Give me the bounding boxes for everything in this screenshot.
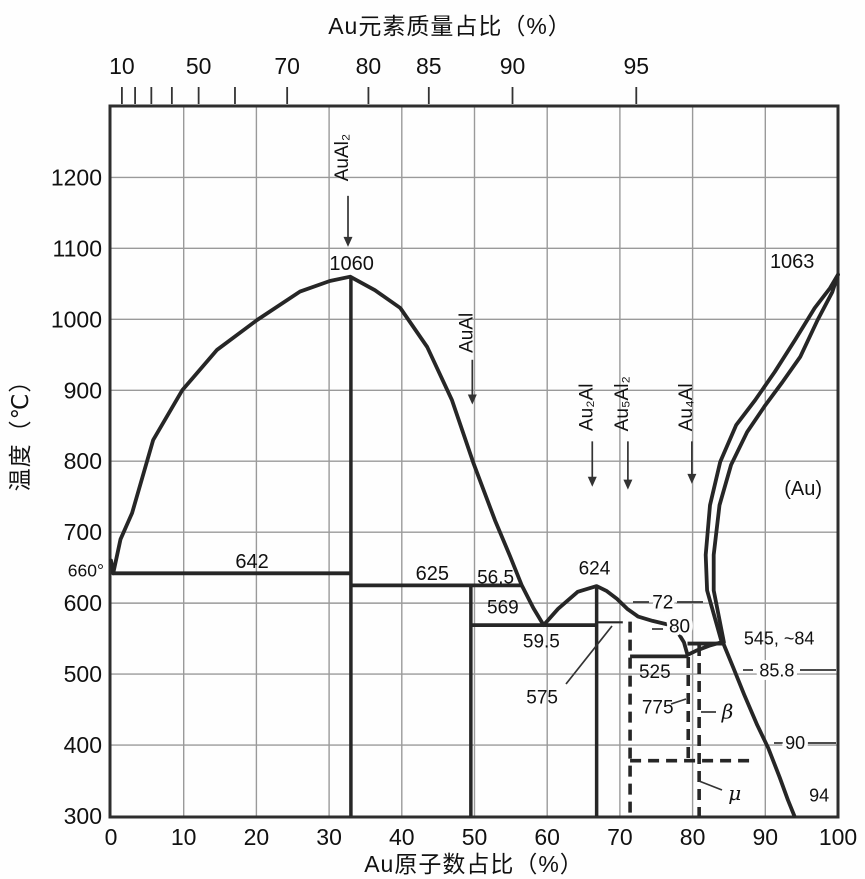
compound-label-Au₂Al: Au₂Al [576,384,597,432]
top-axis-title: Au元素质量占比（%） [328,13,572,39]
x-tick-label-50: 50 [462,824,488,850]
x-tick-label-100: 100 [819,824,857,850]
point-label-625: 625 [416,563,449,585]
point-label-624: 624 [579,558,611,579]
x-tick-label-70: 70 [607,824,633,850]
curve-au_liquidus [703,272,840,645]
top-tick-label-10: 10 [109,53,135,79]
point-label-1060: 1060 [329,253,374,275]
compound-label-AuAl: AuAl [456,313,477,353]
y-tick-label-660: 660° [68,560,104,580]
top-tick-label-90: 90 [500,53,526,79]
top-tick-label-80: 80 [356,53,382,79]
leader-line-3 [698,780,723,791]
x-tick-label-90: 90 [753,824,779,850]
top-tick-label-70: 70 [274,53,300,79]
curve-liquidus [109,274,724,657]
curve-au_solidus [711,272,840,645]
x-tick-label-60: 60 [534,824,560,850]
arrow-down-icon [687,473,697,484]
point-label-1063: 1063 [770,251,815,273]
y-tick-label-900: 900 [64,377,102,403]
point-label-775: 775 [642,697,674,718]
compound-label-AuAl₂: AuAl₂ [332,134,353,182]
x-tick-label-0: 0 [105,824,118,850]
top-tick-label-95: 95 [623,53,649,79]
x-tick-label-30: 30 [316,824,342,850]
point-label-575: 575 [526,688,558,709]
y-tick-label-1000: 1000 [51,306,102,332]
leader-line-1 [670,698,687,705]
bottom-axis-title: Au原子数占比（%） [364,851,584,877]
y-tick-label-400: 400 [64,732,102,758]
x-tick-label-80: 80 [680,824,706,850]
x-tick-label-20: 20 [244,824,270,850]
y-tick-label-700: 700 [64,519,102,545]
leader-line-0 [565,625,613,685]
y-tick-label-1100: 1100 [53,235,102,261]
point-label--Au-: (Au) [784,478,822,500]
point-label-56.5: 56.5 [477,568,514,589]
y-axis-title: 温度（℃） [7,369,33,492]
arrow-down-icon [587,476,597,487]
x-tick-label-10: 10 [171,824,197,850]
point-label-94: 94 [809,785,829,805]
compound-label-Au₅Al₂: Au₅Al₂ [612,376,633,431]
point-label-545-84: 545, ~84 [744,629,815,649]
y-tick-label-800: 800 [64,448,102,474]
y-tick-label-300: 300 [64,803,102,829]
y-tick-label-1200: 1200 [51,164,102,190]
axes-layer: 10 50 70 80 85 90 95 0 10 20 30 40 50 60 70 80 90 100 1200… [51,53,857,850]
point-label-642: 642 [235,551,268,573]
y-tick-label-600: 600 [64,590,102,616]
curves-layer [109,272,840,818]
point-label-72: 72 [652,592,673,613]
annotations-layer: AuAl₂ AuAl Au₂Al Au₅Al₂ Au₄Al 1060 1063 642 625 5… [235,134,836,805]
top-tick-label-85: 85 [416,53,442,79]
y-tick-label-500: 500 [64,661,102,687]
x-tick-label-40: 40 [389,824,415,850]
top-tick-label-50: 50 [186,53,212,79]
point-label-80: 80 [669,617,690,638]
arrow-down-icon [343,236,353,247]
curve-au_solvus [721,641,797,818]
point-label--: β [721,699,734,723]
point-label-525: 525 [639,662,671,683]
arrow-down-icon [467,394,477,405]
compound-label-Au₄Al: Au₄Al [676,383,697,431]
point-label--: μ [728,781,741,805]
plot-border [108,104,840,819]
point-label-90: 90 [785,733,805,753]
point-label-569: 569 [487,597,519,618]
arrow-down-icon [623,479,633,490]
point-label-59.5: 59.5 [523,631,560,652]
point-label-85.8: 85.8 [759,661,794,681]
